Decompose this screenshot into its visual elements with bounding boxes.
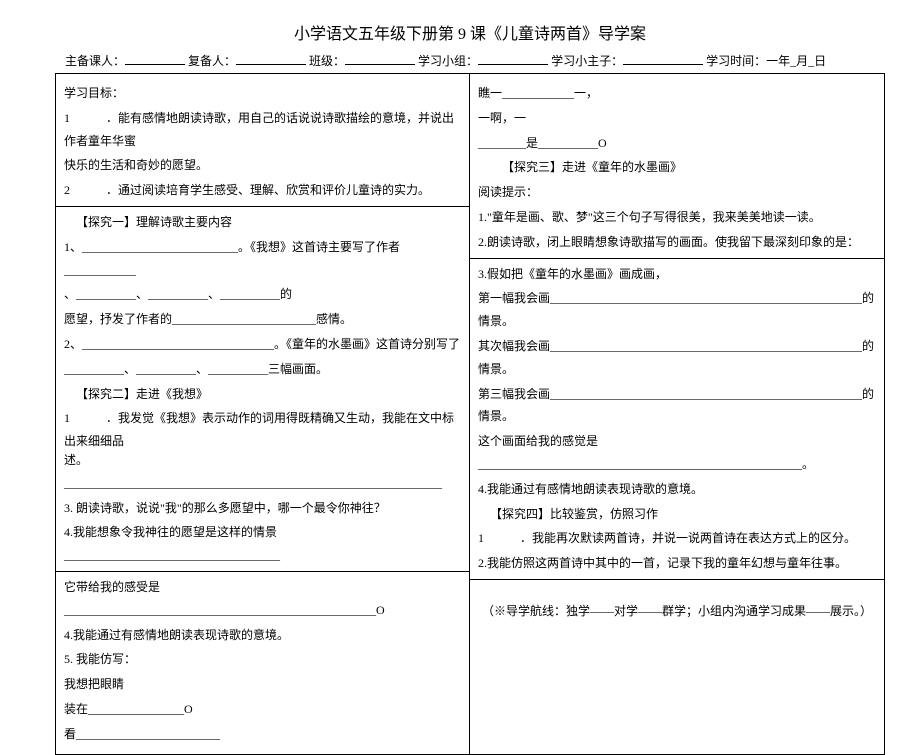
- ex2-e: 它带给我的感受是________________________________…: [64, 576, 461, 622]
- line-1b: 、__________、__________、__________的: [64, 283, 461, 306]
- r7: 3.假如把《童年的水墨画》画成画，: [478, 263, 876, 286]
- num-1: 1: [64, 107, 76, 130]
- ex2-j: 看________________________: [64, 723, 461, 746]
- explore-3-heading: 【探究三】走进《童年的水墨画》: [478, 156, 876, 179]
- ex2-b: 述。______________________________________…: [64, 449, 461, 495]
- explore-2-heading: 【探究二】走进《我想》: [64, 383, 461, 406]
- group-label: 学习小组：: [418, 54, 478, 68]
- divider: [56, 206, 469, 207]
- ex2-i: 装在________________O: [64, 698, 461, 721]
- r12: 4.我能通过有感情地朗读表现诗歌的意境。: [478, 478, 876, 501]
- ex2-d: 4.我能想象令我神往的愿望是这样的情景_____________________…: [64, 521, 461, 567]
- review-label: 复备人：: [188, 54, 236, 68]
- r9: 其次幅我会画__________________________________…: [478, 335, 876, 381]
- right-column: 瞧一____________一， 一啊，一 ________是_________…: [470, 74, 884, 754]
- ex2-h: 我想把眼睛: [64, 673, 461, 696]
- page-title: 小学语文五年级下册第 9 课《儿童诗两首》导学案: [55, 20, 885, 44]
- class-label: 班级：: [309, 54, 345, 68]
- time-label: 学习时间：一年_月_日: [706, 54, 826, 68]
- divider-2: [56, 571, 469, 572]
- main-table: 学习目标： 1．能有感情地朗读诗歌，用自己的话说说诗歌描绘的意境，并说出作者童年…: [55, 73, 885, 755]
- ex2-c: 3. 朗读诗歌，说说"我"的那么多愿望中，哪一个最令你神往？: [64, 497, 461, 520]
- line-1a: 1、__________________________。《我想》这首诗主要写了…: [64, 236, 461, 282]
- num-ex4-1: 1: [478, 527, 490, 550]
- r13: ．我能再次默读两首诗，并说一说两首诗在表达方式上的区分。: [520, 531, 856, 545]
- guide-note: （※导学航线：独学——对学——群学；小组内沟通学习成果——展示。）: [478, 600, 876, 623]
- goal-heading: 学习目标：: [64, 82, 461, 105]
- divider-4: [470, 579, 884, 580]
- explore-1-heading: 【探究一】理解诗歌主要内容: [64, 211, 461, 234]
- leader-label: 学习小主子：: [551, 54, 623, 68]
- r14: 2.我能仿照这两首诗中其中的一首，记录下我的童年幻想与童年往事。: [478, 552, 876, 575]
- goal-2: ．通过阅读培育学生感受、理解、欣赏和评价儿童诗的实力。: [106, 183, 430, 197]
- ex2-a: ．我发觉《我想》表示动作的词用得既精确又生动，我能在文中标出来细细品: [64, 411, 454, 448]
- ex2-g: 5. 我能仿写：: [64, 648, 461, 671]
- goal-1: ．能有感情地朗读诗歌，用自己的话说说诗歌描绘的意境，并说出作者童年华蜜: [64, 111, 454, 148]
- line-2b: __________、__________、__________三幅画面。: [64, 358, 461, 381]
- r4: 阅读提示：: [478, 181, 876, 204]
- left-column: 学习目标： 1．能有感情地朗读诗歌，用自己的话说说诗歌描绘的意境，并说出作者童年…: [56, 74, 470, 754]
- divider-3: [470, 258, 884, 259]
- r10: 第三幅我会画__________________________________…: [478, 383, 876, 429]
- r6: 2.朗读诗歌，闭上眼睛想象诗歌描写的画面。使我留下最深刻印象的是：: [478, 231, 876, 254]
- r2: 一啊，一: [478, 107, 876, 130]
- num-2: 2: [64, 179, 76, 202]
- r8: 第一幅我会画__________________________________…: [478, 287, 876, 333]
- r5: 1."童年是画、歌、梦"这三个句子写得很美，我来美美地读一读。: [478, 206, 876, 229]
- num-ex2-1: 1: [64, 407, 76, 430]
- prep-label: 主备课人：: [65, 54, 125, 68]
- goal-1b: 快乐的生活和奇妙的愿望。: [64, 154, 461, 177]
- line-2a: 2、________________________________。《童年的水…: [64, 333, 461, 356]
- header-row: 主备课人： 复备人： 班级： 学习小组： 学习小主子： 学习时间：一年_月_日: [55, 52, 885, 69]
- r11: 这个画面给我的感觉是______________________________…: [478, 430, 876, 476]
- r1: 瞧一____________一，: [478, 82, 876, 105]
- r3: ________是__________O: [478, 132, 876, 155]
- line-1c: 愿望，抒发了作者的________________________感情。: [64, 308, 461, 331]
- explore-4-heading: 【探究四】比较鉴赏，仿照习作: [478, 503, 876, 526]
- ex2-f: 4.我能通过有感情地朗读表现诗歌的意境。: [64, 624, 461, 647]
